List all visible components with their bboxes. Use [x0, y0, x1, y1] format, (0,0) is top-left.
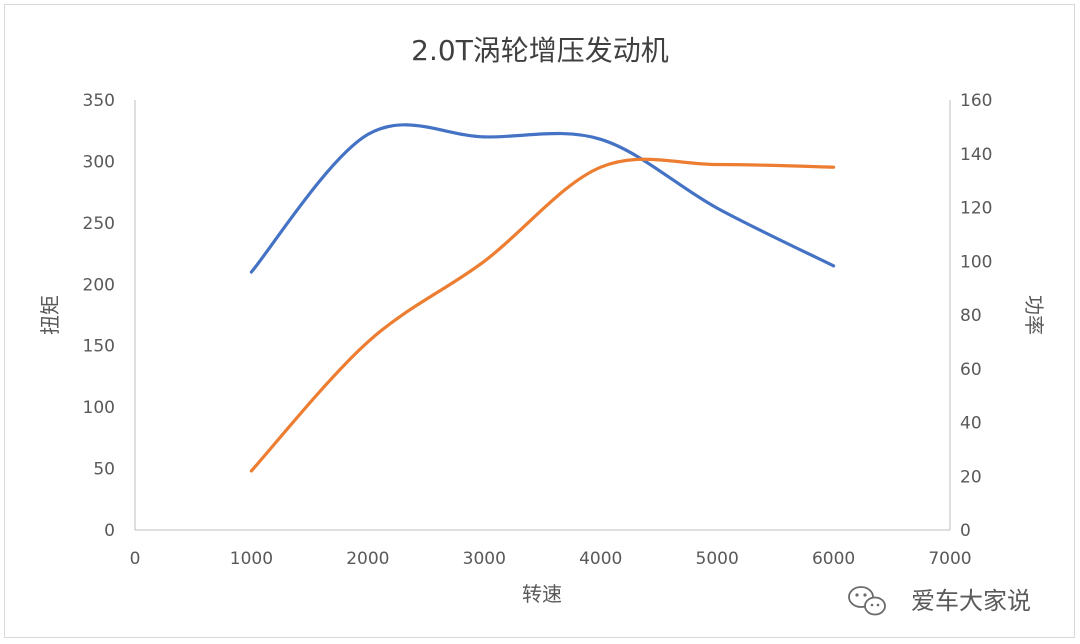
y-left-tick-label: 350 — [83, 91, 115, 111]
tick-labels: 0 1000 2000 3000 4000 5000 6000 700005010015020… — [83, 91, 993, 569]
y-left-tick-label: 200 — [83, 275, 115, 295]
chart-frame: 2.0T涡轮增压发动机 0 1000 2000 3000 4000 5000 6000 700… — [4, 4, 1075, 638]
chart-svg: 2.0T涡轮增压发动机 0 1000 2000 3000 4000 5000 6000 700… — [38, 34, 1046, 616]
x-axis-title: 转速 — [522, 582, 562, 606]
x-tick-label: 3000 — [463, 549, 506, 569]
y-right-tick-label: 40 — [960, 414, 982, 434]
y-axis-right-title: 功率 — [1022, 295, 1046, 335]
y-left-tick-label: 300 — [83, 152, 115, 172]
chart-title: 2.0T涡轮增压发动机 — [411, 34, 669, 67]
x-tick-label: 1000 — [230, 549, 273, 569]
x-tick-label: 5000 — [696, 549, 739, 569]
watermark: 爱车大家说 — [848, 586, 1031, 616]
y-right-tick-label: 80 — [960, 306, 982, 326]
y-left-tick-label: 0 — [104, 521, 115, 541]
x-tick-label: 6000 — [812, 549, 855, 569]
y-right-tick-label: 60 — [960, 360, 982, 380]
y-right-tick-label: 160 — [960, 91, 992, 111]
watermark-text: 爱车大家说 — [911, 587, 1031, 615]
power-series-line — [249, 157, 836, 473]
y-right-tick-label: 120 — [960, 199, 992, 219]
x-tick-label: 4000 — [579, 549, 622, 569]
y-right-tick-label: 100 — [960, 252, 992, 272]
y-axis-left-title: 扭矩 — [38, 295, 62, 335]
y-left-tick-label: 50 — [93, 460, 115, 480]
y-right-tick-label: 20 — [960, 467, 982, 487]
x-tick-label: 0 — [130, 549, 141, 569]
axes-group — [134, 100, 951, 531]
torque-series-line — [249, 123, 836, 274]
y-left-tick-label: 150 — [83, 337, 115, 357]
wechat-icon — [848, 586, 886, 616]
y-left-tick-label: 100 — [83, 398, 115, 418]
x-tick-label: 2000 — [346, 549, 389, 569]
series-lines — [249, 123, 836, 473]
y-right-tick-label: 0 — [960, 521, 971, 541]
x-tick-label: 7000 — [928, 549, 971, 569]
y-left-tick-label: 250 — [83, 214, 115, 234]
y-right-tick-label: 140 — [960, 145, 992, 165]
